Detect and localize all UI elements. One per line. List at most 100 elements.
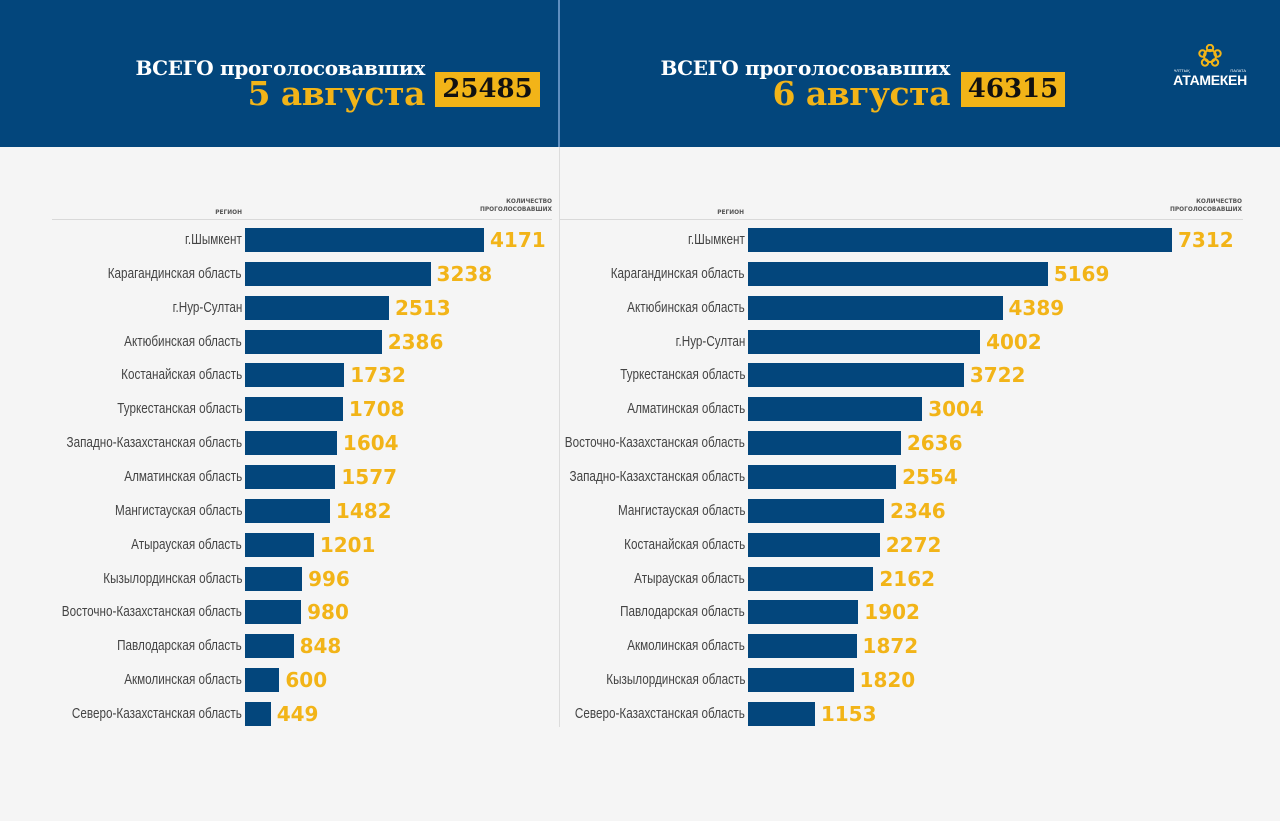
category-label: Алматинская область [124,467,242,485]
data-label: 449 [276,701,319,726]
category-label: Акмолинская область [627,637,745,655]
category-label: Акмолинская область [124,671,242,689]
data-label: 4171 [490,228,546,252]
bar [245,668,280,693]
column-header-region: РЕГИОН [215,208,242,216]
data-label: 5169 [1053,261,1110,286]
bar [748,498,885,523]
category-label: Западно-Казахстанская область [66,434,242,452]
category-label: Атырауская область [634,569,745,587]
column-header-count-line2: ПРОГОЛОСОВАВШИХ [1169,205,1242,213]
bar [748,397,923,422]
category-label: Павлодарская область [117,637,242,655]
column-header-region: РЕГИОН [717,208,744,216]
data-label: 3722 [969,363,1026,388]
data-label: 2346 [890,498,946,523]
bar [748,532,880,557]
bar [245,464,336,489]
atameken-logo: ҰЛТТЫҚ ПАЛАТА АТАМЕКЕН [1168,44,1252,94]
category-label: г.Нур-Султан [172,298,242,316]
bar [748,228,1172,252]
header-rule [560,219,1243,220]
bar [748,701,815,726]
category-label: Мангистауская область [114,501,242,519]
bar [748,295,1003,320]
data-label: 1732 [350,363,406,388]
data-label: 2513 [394,295,451,320]
bar [245,634,294,659]
data-label: 848 [299,634,342,659]
category-label: Восточно-Казахстанская область [564,434,745,452]
category-label: Актюбинская область [124,332,242,350]
data-label: 2386 [387,329,444,354]
data-label: 2636 [906,431,963,456]
data-label: 980 [307,600,349,625]
title-date: 6 августа [772,74,950,113]
data-label: 2162 [879,566,936,591]
column-header-count-line1: КОЛИЧЕСТВО [1196,197,1242,205]
column-header-count: КОЛИЧЕСТВО ПРОГОЛОСОВАВШИХ [1128,197,1242,213]
data-label: 1153 [820,701,877,726]
data-label: 996 [308,566,350,591]
category-label: Кызылординская область [605,671,745,689]
bar [748,668,854,693]
bar [245,295,389,320]
data-label: 1820 [859,668,916,693]
title-line1: ВСЕГО проголосовавших [660,56,951,80]
bar [748,329,981,354]
data-label: 2554 [902,464,958,489]
category-label: Карагандинская область [108,264,242,282]
category-label: Костанайская область [623,535,745,553]
header-divider [558,0,560,147]
bar [245,363,345,388]
category-label: Актюбинская область [627,298,745,316]
category-label: Костанайская область [120,366,242,384]
category-label: Алматинская область [627,400,745,418]
bar [748,464,897,489]
bar [748,363,964,388]
data-label: 1708 [348,397,405,422]
bar [748,431,901,456]
title-line1: ВСЕГО проголосовавших [135,56,426,80]
total-badge: 46315 [961,72,1065,107]
logo-name: АТАМЕКЕН [1173,72,1247,88]
bar [245,498,330,523]
logo-small-right: ПАЛАТА [1230,68,1246,73]
category-label: Западно-Казахстанская область [569,467,745,485]
header-banner [0,0,1280,147]
data-label: 1902 [864,600,920,625]
data-label: 3004 [928,397,984,422]
data-label: 1482 [335,498,392,523]
header-rule [52,219,552,220]
category-label: Северо-Казахстанская область [575,704,745,722]
panel-divider [559,147,560,727]
category-label: Карагандинская область [611,264,745,282]
bar [245,261,431,286]
bar [245,532,314,557]
category-label: Павлодарская область [620,603,745,621]
category-label: г.Шымкент [185,231,242,248]
bar [245,228,484,252]
column-header-count: КОЛИЧЕСТВО ПРОГОЛОСОВАВШИХ [440,197,552,213]
category-label: Кызылординская область [102,569,242,587]
title-date: 5 августа [247,74,425,113]
category-label: г.Шымкент [688,231,745,248]
data-label: 1577 [341,464,398,489]
data-label: 7312 [1178,228,1234,252]
category-label: Северо-Казахстанская область [72,704,242,722]
atameken-ornament-icon [1198,44,1222,67]
bar [748,634,857,659]
category-label: Туркестанская область [619,366,745,384]
data-label: 4389 [1008,295,1065,320]
data-label: 1604 [342,431,399,456]
bar [245,600,302,625]
data-label: 4002 [986,329,1042,354]
data-label: 3238 [436,261,493,286]
column-header-count-line2: ПРОГОЛОСОВАВШИХ [479,205,552,213]
category-label: г.Нур-Султан [675,332,745,350]
bar [245,329,382,354]
category-label: Туркестанская область [116,400,242,418]
bar [245,566,303,591]
logo-small-left: ҰЛТТЫҚ [1174,68,1190,73]
bar [245,397,343,422]
